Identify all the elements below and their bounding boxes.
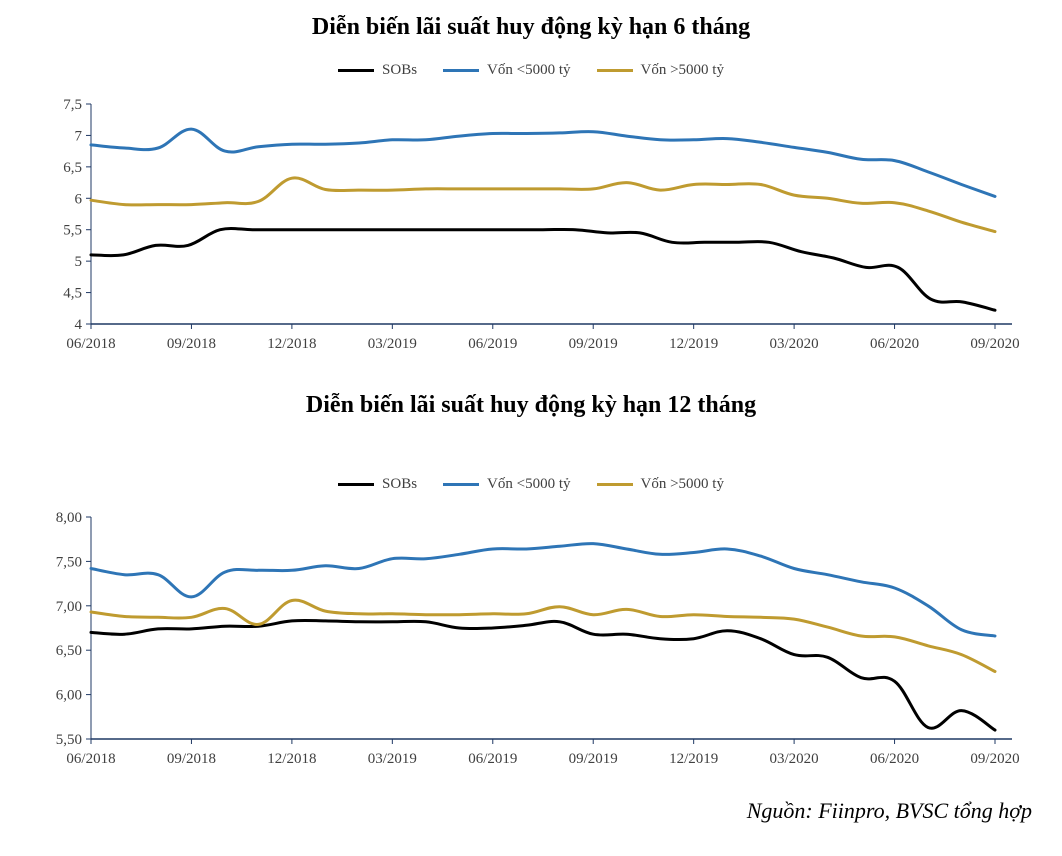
series-line-sobs <box>89 226 997 312</box>
legend-item-large: Vốn >5000 tỷ <box>596 62 724 79</box>
legend-label-sobs: SOBs <box>382 476 418 492</box>
legend-label-large: Vốn >5000 tỷ <box>640 476 724 492</box>
series-line-large <box>89 176 997 234</box>
x-tick-label: 09/2018 <box>167 751 216 767</box>
series-line-large <box>89 598 997 673</box>
y-tick-label: 7 <box>75 128 83 144</box>
x-tick-label: 06/2018 <box>66 336 115 352</box>
y-tick-label: 6,50 <box>56 643 82 659</box>
legend-label-sobs: SOBs <box>382 62 418 78</box>
y-tick-label: 5 <box>75 254 83 270</box>
x-tick-label: 09/2020 <box>970 751 1019 767</box>
x-tick-label: 06/2018 <box>66 751 115 767</box>
legend-label-small: Vốn <5000 tỷ <box>487 476 571 492</box>
legend-12m: SOBs Vốn <5000 tỷ Vốn >5000 tỷ <box>0 476 1062 493</box>
x-tick-label: 03/2020 <box>770 751 819 767</box>
x-tick-label: 03/2019 <box>368 751 417 767</box>
chart-6m-plot: 7,5 7 6,5 6 5,5 5 4,5 4 06/2018 09/2018 12/2018 03/… <box>63 97 1019 352</box>
y-tick-label: 5,50 <box>56 732 82 748</box>
legend-item-small: Vốn <5000 tỷ <box>443 62 571 79</box>
series-line-sobs <box>89 618 997 732</box>
x-tick-label: 09/2019 <box>569 336 618 352</box>
legend-swatch-large <box>596 69 633 72</box>
x-tick-label: 12/2019 <box>669 336 718 352</box>
chart-title-12m: Diễn biến lãi suất huy động kỳ hạn 12 th… <box>305 392 757 418</box>
legend-item-sobs: SOBs <box>338 62 417 79</box>
legend-swatch-sobs <box>338 483 375 486</box>
legend-swatch-large <box>596 483 633 486</box>
y-tick-label: 8,00 <box>56 510 82 526</box>
x-tick-label: 09/2020 <box>970 336 1019 352</box>
x-tick-label: 06/2020 <box>870 336 919 352</box>
y-tick-label: 6 <box>75 191 83 207</box>
x-tick-label: 03/2019 <box>368 336 417 352</box>
y-tick-label: 6,5 <box>63 160 82 176</box>
legend-swatch-sobs <box>338 69 375 72</box>
x-tick-label: 06/2020 <box>870 751 919 767</box>
y-tick-label: 7,50 <box>56 554 82 570</box>
y-tick-label: 4,5 <box>63 286 82 302</box>
legend-label-large: Vốn >5000 tỷ <box>640 62 724 78</box>
x-tick-label: 12/2018 <box>267 751 316 767</box>
source-note: Nguồn: Fiinpro, BVSC tổng hợp <box>746 798 1032 823</box>
x-tick-label: 06/2019 <box>468 336 517 352</box>
legend-swatch-small <box>443 69 480 72</box>
y-tick-label: 7,00 <box>56 599 82 615</box>
y-tick-label: 4 <box>75 317 83 333</box>
y-tick-label: 5,5 <box>63 223 82 239</box>
x-tick-label: 12/2018 <box>267 336 316 352</box>
legend-label-small: Vốn <5000 tỷ <box>487 62 571 78</box>
series-line-small <box>89 127 997 198</box>
y-tick-label: 7,5 <box>63 97 82 113</box>
x-tick-label: 12/2019 <box>669 751 718 767</box>
x-tick-label: 09/2018 <box>167 336 216 352</box>
x-tick-label: 06/2019 <box>468 751 517 767</box>
x-tick-label: 03/2020 <box>770 336 819 352</box>
legend-item-large: Vốn >5000 tỷ <box>596 476 724 493</box>
legend-item-small: Vốn <5000 tỷ <box>443 476 571 493</box>
legend-item-sobs: SOBs <box>338 476 417 493</box>
legend-6m: SOBs Vốn <5000 tỷ Vốn >5000 tỷ <box>0 62 1062 79</box>
series-line-small <box>89 542 997 638</box>
chart-title-6m: Diễn biến lãi suất huy động kỳ hạn 6 thá… <box>311 14 751 40</box>
legend-swatch-small <box>443 483 480 486</box>
chart-12m-plot: 8,00 7,50 7,00 6,50 6,00 5,50 06/2018 09/2018 12… <box>56 510 1020 767</box>
x-tick-label: 09/2019 <box>569 751 618 767</box>
y-tick-label: 6,00 <box>56 688 82 704</box>
